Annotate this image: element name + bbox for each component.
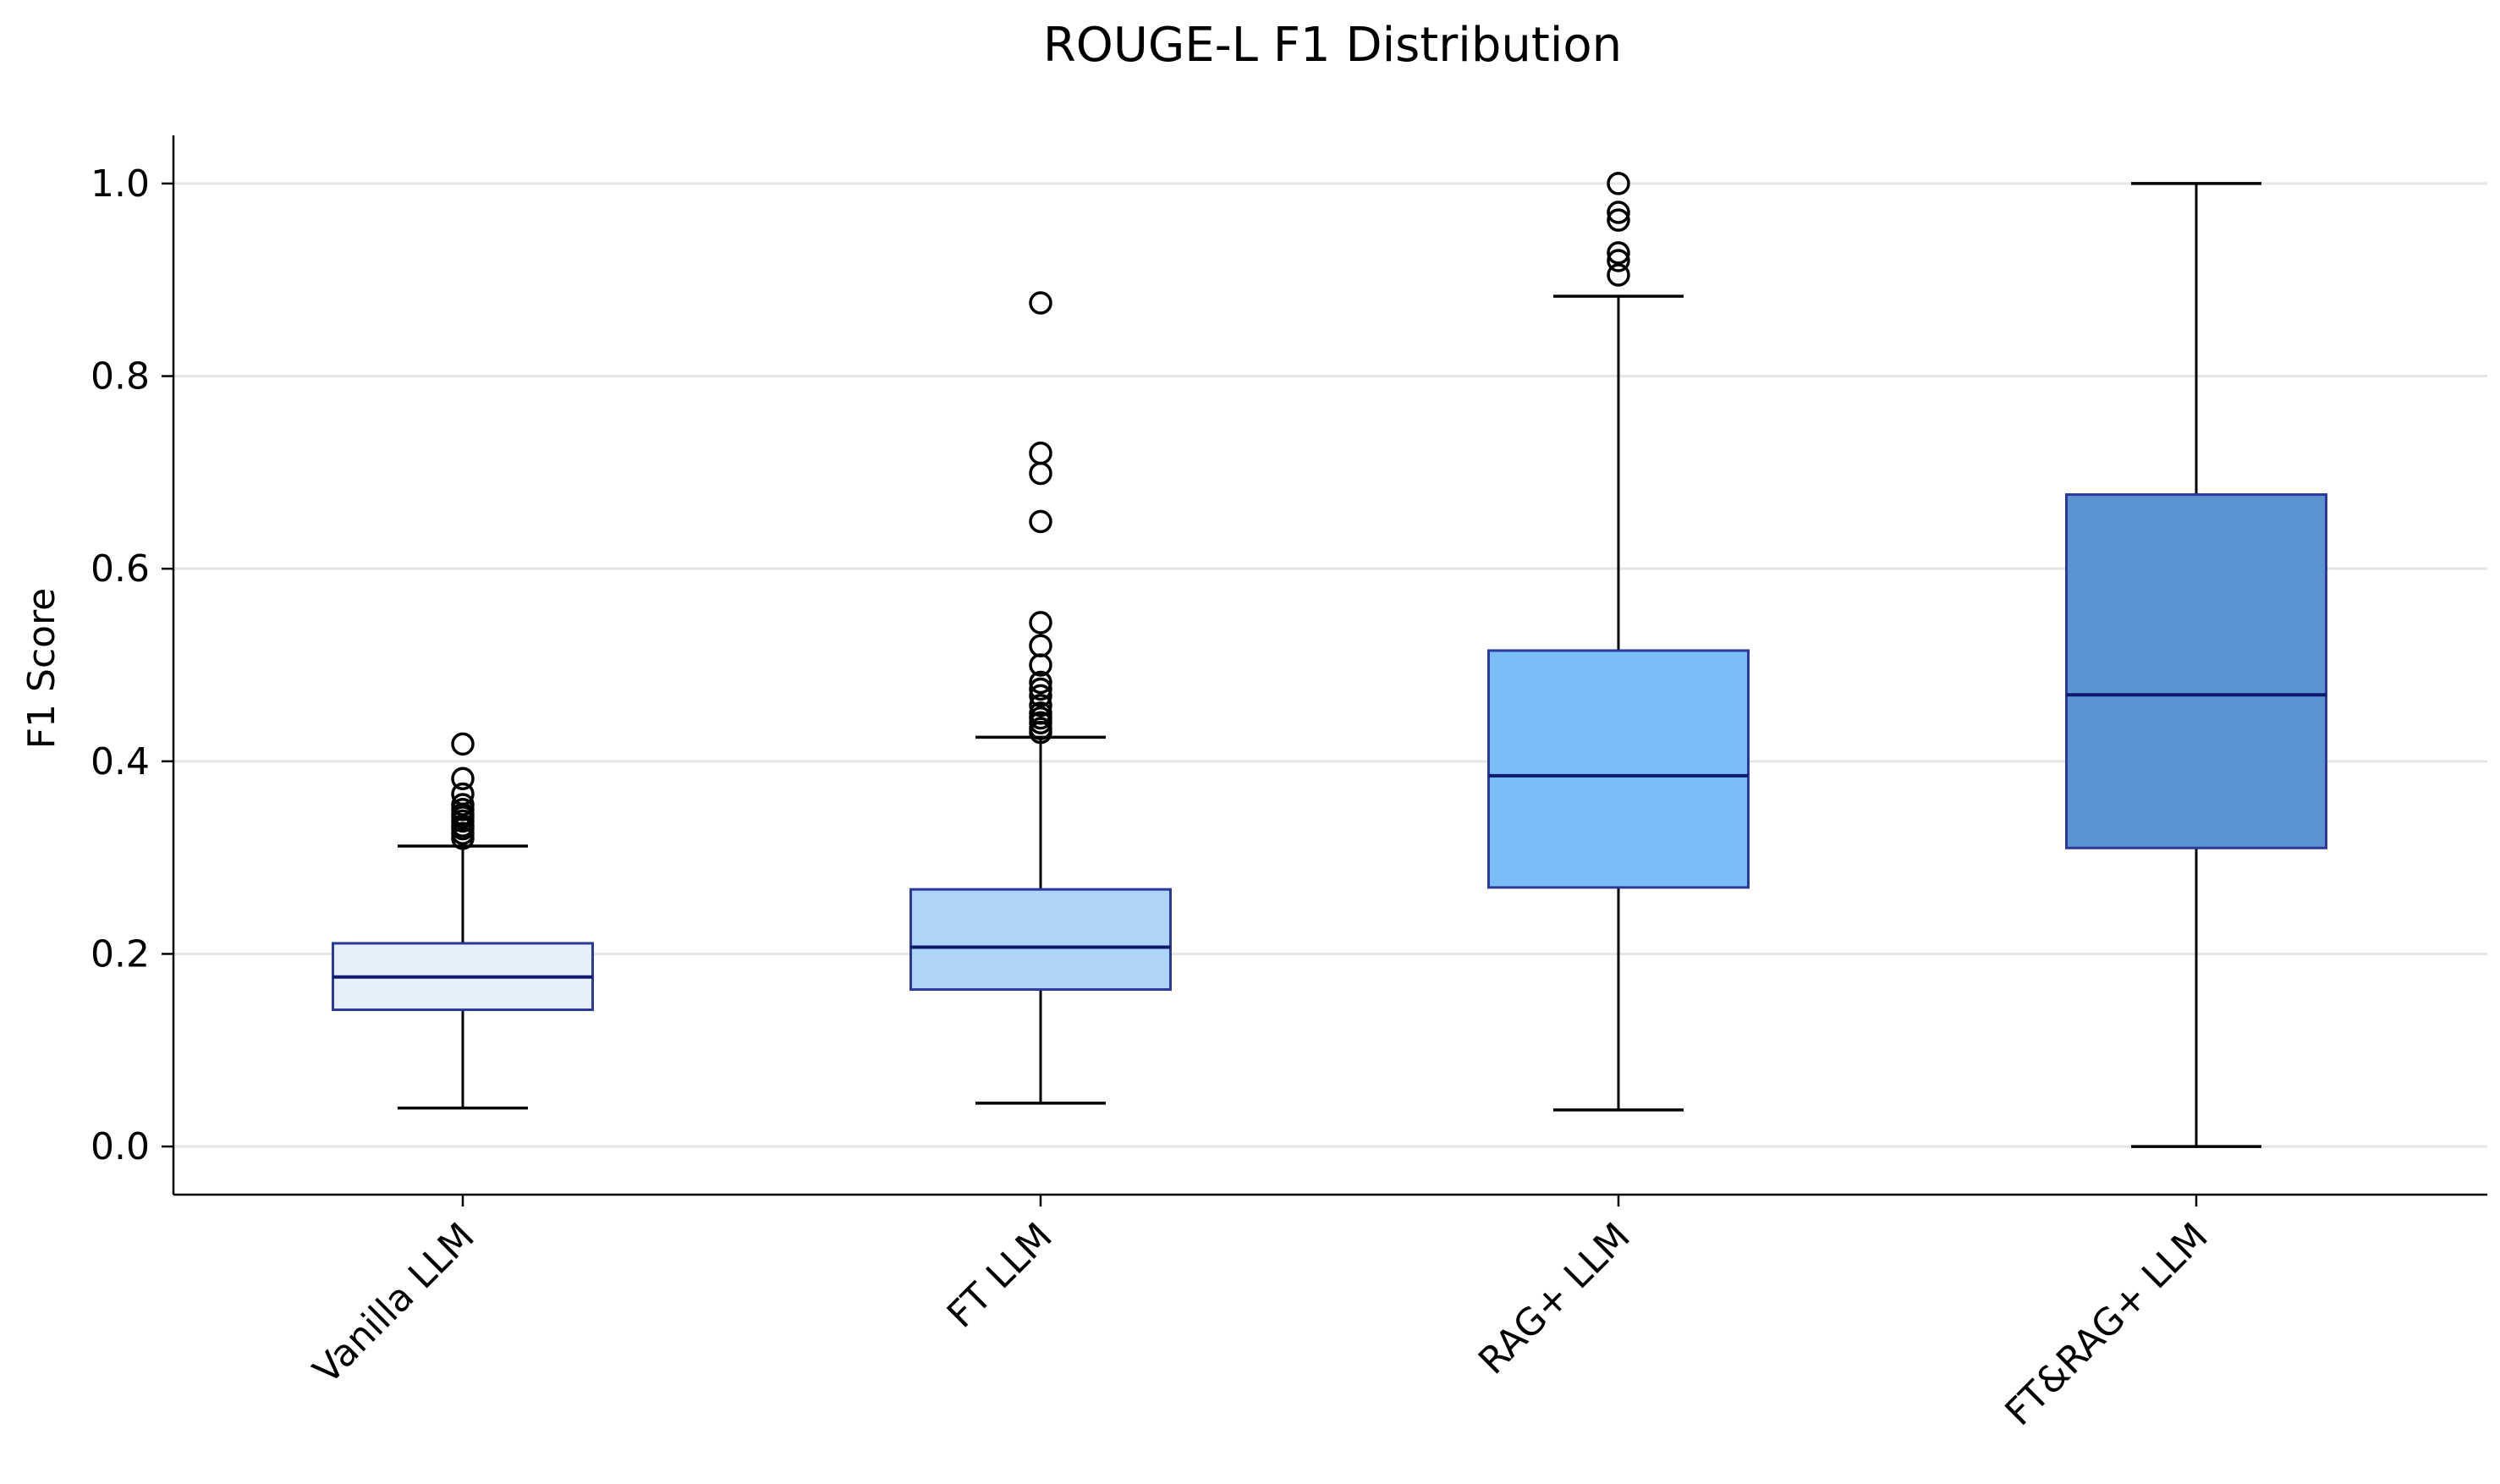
- outlier-point: [1029, 461, 1052, 486]
- outlier-point: [451, 827, 475, 850]
- y-tick-label: 0.2: [91, 932, 150, 976]
- x-tick-label: FT&RAG+ LLM: [1997, 1215, 2216, 1434]
- box-group: [1487, 172, 1750, 1112]
- outlier-point: [1607, 263, 1630, 287]
- outlier-point: [1029, 694, 1052, 717]
- x-tick-label: FT LLM: [939, 1215, 1061, 1337]
- outlier-point: [451, 767, 475, 791]
- outlier-point: [451, 732, 475, 756]
- outlier-point: [1029, 720, 1052, 745]
- outlier-point: [1029, 611, 1052, 635]
- outlier-point: [1029, 670, 1052, 695]
- y-tick-label: 0.6: [91, 547, 150, 591]
- outlier-point: [1607, 201, 1630, 224]
- outlier-point: [1029, 684, 1052, 708]
- outlier-point: [1607, 172, 1630, 195]
- x-tick-label: RAG+ LLM: [1470, 1215, 1639, 1383]
- y-tick-label: 0.4: [91, 740, 150, 783]
- outlier-point: [1029, 509, 1052, 534]
- outlier-point: [1029, 711, 1052, 735]
- box-body: [1487, 649, 1750, 889]
- box-body: [2065, 493, 2327, 849]
- y-ticks: 0.0 0.2 0.4 0.6 0.8 1.0: [91, 162, 173, 1168]
- y-tick-label: 1.0: [91, 162, 150, 206]
- outlier-point: [1029, 634, 1052, 657]
- y-tick-label: 0.8: [91, 355, 150, 398]
- box-group: [332, 732, 594, 1110]
- y-axis-label: F1 Score: [20, 588, 63, 750]
- box-group: [909, 291, 1172, 1105]
- outlier-point: [1029, 441, 1052, 465]
- boxes: [332, 172, 2327, 1148]
- box-group: [2065, 182, 2327, 1148]
- outlier-point: [1029, 653, 1052, 677]
- outlier-point: [1607, 241, 1630, 265]
- x-tick-label: Vanilla LLM: [305, 1215, 483, 1393]
- outlier-point: [1607, 208, 1630, 232]
- outlier-point: [1029, 291, 1052, 315]
- outlier-point: [1029, 677, 1052, 701]
- outlier-point: [1607, 249, 1630, 272]
- box-body: [909, 888, 1172, 992]
- axes: [172, 135, 2487, 1196]
- y-tick-label: 0.0: [91, 1125, 150, 1168]
- x-tick-labels: Vanilla LLM FT LLM RAG+ LLM FT&RAG+ LLM: [305, 1195, 2217, 1434]
- chart-title: ROUGE-L F1 Distribution: [1043, 18, 1622, 73]
